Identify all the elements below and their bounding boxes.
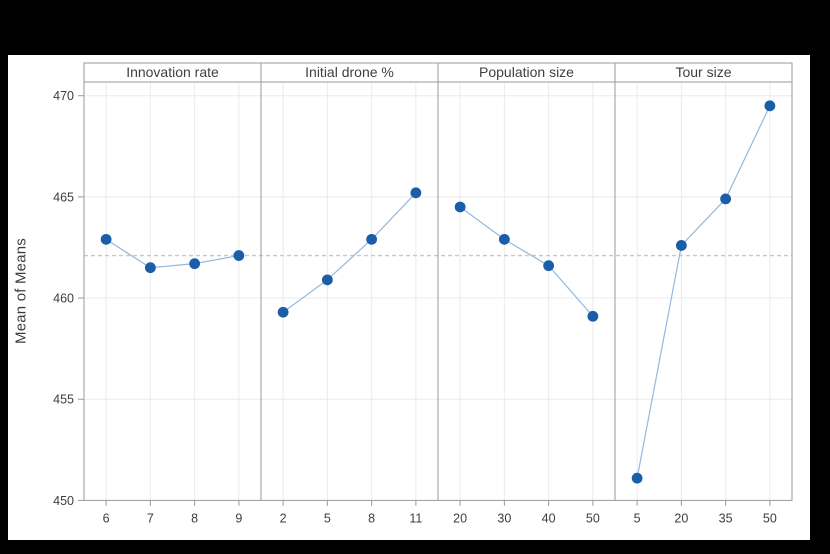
x-tick-label: 7	[147, 511, 154, 525]
y-tick-label: 460	[53, 292, 74, 306]
x-tick-label: 35	[719, 511, 733, 525]
data-point-marker	[189, 258, 201, 270]
series-line	[105, 238, 239, 269]
main-effects-chart: 450 455 460 465 470 6 7 8 9 2 5 8 11 20 30 40 50 5 20 35 50 I…	[53, 62, 793, 525]
data-point-marker	[631, 472, 643, 484]
series-line	[282, 192, 417, 313]
data-point-marker	[100, 233, 112, 245]
data-point-marker	[720, 193, 732, 205]
x-tick-label: 11	[409, 511, 422, 525]
data-point-marker	[675, 240, 687, 251]
series-line	[459, 206, 594, 317]
series-line	[636, 105, 771, 479]
y-tick-label: 470	[53, 89, 74, 103]
data-point-marker	[277, 306, 289, 318]
x-tick-label: 30	[497, 511, 511, 525]
data-point-marker	[233, 250, 245, 261]
panel-header-label: Initial drone %	[305, 64, 394, 80]
x-tick-label: 50	[586, 511, 600, 525]
y-tick-label: 455	[53, 393, 74, 407]
figure-canvas: Mean of Means 450 455 460 465 470 6 7 8 9 2 5 8 11 20…	[8, 55, 810, 540]
data-point-marker	[410, 187, 422, 199]
data-point-marker	[587, 310, 599, 322]
x-tick-label: 2	[280, 511, 287, 525]
x-tick-label: 5	[324, 511, 331, 525]
data-point-marker	[366, 233, 378, 245]
data-point-marker	[543, 260, 555, 272]
data-point-marker	[454, 201, 466, 213]
data-point-marker	[144, 262, 156, 274]
data-point-marker	[321, 274, 333, 286]
panel-header-label: Population size	[479, 64, 574, 80]
x-tick-label: 20	[453, 511, 467, 525]
data-point-marker	[498, 233, 510, 245]
y-tick-label: 450	[53, 494, 74, 508]
x-tick-label: 9	[235, 511, 242, 525]
y-tick-label: 465	[53, 190, 74, 204]
x-tick-label: 8	[368, 511, 375, 525]
panel-header-label: Innovation rate	[126, 64, 219, 80]
x-tick-label: 8	[191, 511, 198, 525]
panel-header-label: Tour size	[675, 64, 731, 80]
x-tick-label: 40	[542, 511, 556, 525]
x-tick-label: 6	[103, 511, 110, 525]
data-point-marker	[764, 100, 776, 112]
x-tick-label: 20	[674, 511, 688, 525]
x-tick-label: 5	[634, 511, 641, 525]
x-tick-label: 50	[763, 511, 777, 525]
